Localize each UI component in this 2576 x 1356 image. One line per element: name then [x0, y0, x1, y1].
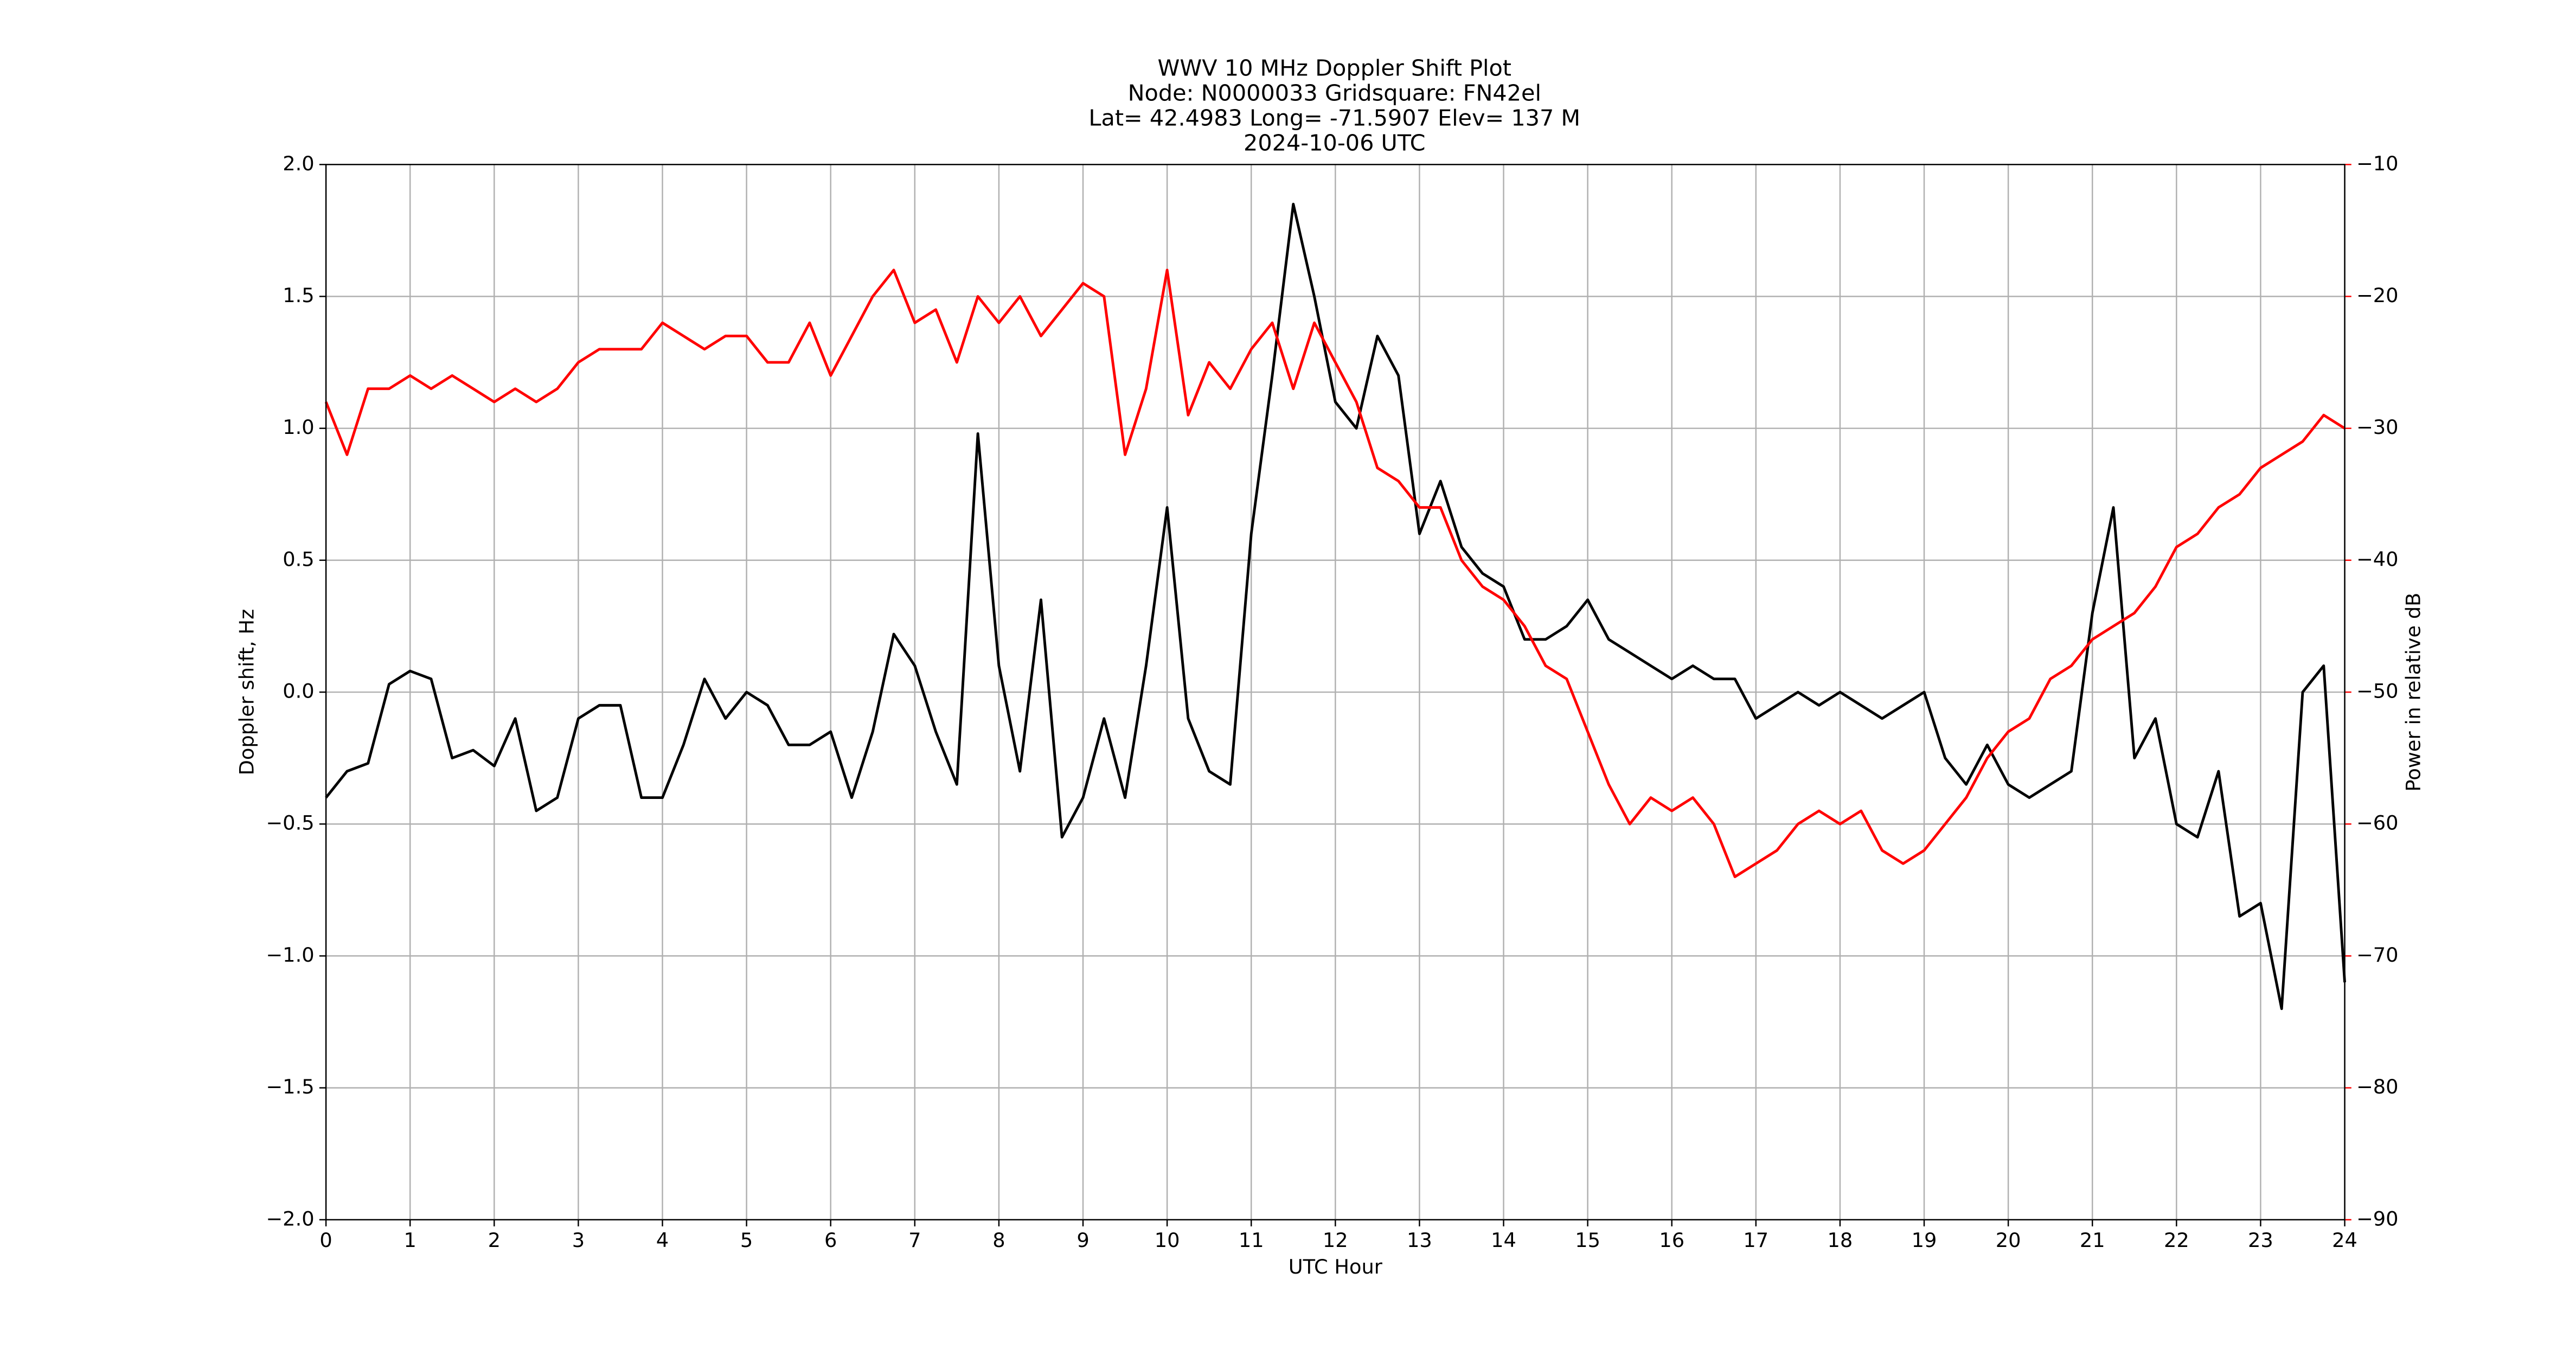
chart-title: WWV 10 MHz Doppler Shift Plot: [1158, 55, 1512, 81]
x-tick-label: 18: [1828, 1229, 1853, 1252]
chart-title: Lat= 42.4983 Long= -71.5907 Elev= 137 M: [1088, 105, 1580, 131]
y2-tick-label: −70: [2356, 943, 2399, 967]
x-tick-label: 13: [1407, 1229, 1432, 1252]
y-axis-label: Doppler shift, Hz: [235, 609, 259, 776]
y-tick-label: 2.0: [283, 152, 314, 175]
x-tick-label: 22: [2164, 1229, 2189, 1252]
x-tick-label: 23: [2248, 1229, 2273, 1252]
y2-tick-label: −80: [2356, 1075, 2399, 1098]
y-tick-label: 1.0: [283, 415, 314, 439]
x-tick-label: 2: [488, 1229, 501, 1252]
y-tick-label: −2.0: [266, 1207, 314, 1230]
y-tick-label: 1.5: [283, 284, 314, 307]
x-tick-label: 4: [656, 1229, 669, 1252]
x-tick-label: 11: [1239, 1229, 1264, 1252]
x-tick-label: 7: [908, 1229, 921, 1252]
y-tick-label: −1.5: [266, 1075, 314, 1098]
y-tick-label: 0.5: [283, 547, 314, 571]
plot-frame: [325, 164, 2346, 1220]
x-tick-label: 1: [404, 1229, 416, 1252]
x-tick-label: 10: [1155, 1229, 1180, 1252]
x-tick-label: 8: [992, 1229, 1005, 1252]
y2-tick-label: −60: [2356, 811, 2399, 835]
x-tick-label: 17: [1743, 1229, 1768, 1252]
chart-title: 2024-10-06 UTC: [1244, 130, 1426, 156]
x-tick-label: 12: [1323, 1229, 1348, 1252]
y-tick-label: −0.5: [266, 811, 314, 835]
x-tick-label: 15: [1575, 1229, 1600, 1252]
x-tick-label: 20: [1996, 1229, 2021, 1252]
y2-tick-label: −10: [2356, 152, 2399, 175]
y2-tick-label: −30: [2356, 415, 2399, 439]
y-tick-label: −1.0: [266, 943, 314, 967]
x-tick-label: 24: [2332, 1229, 2357, 1252]
x-tick-label: 6: [824, 1229, 837, 1252]
y2-tick-label: −20: [2356, 284, 2399, 307]
x-tick-label: 9: [1076, 1229, 1089, 1252]
x-tick-label: 3: [572, 1229, 585, 1252]
series-line: [324, 268, 2346, 878]
y2-tick-label: −40: [2356, 547, 2399, 571]
chart-title: Node: N0000033 Gridsquare: FN42el: [1128, 80, 1541, 106]
x-axis-label: UTC Hour: [1289, 1255, 1383, 1278]
x-tick-label: 21: [2080, 1229, 2105, 1252]
x-tick-label: 16: [1659, 1229, 1684, 1252]
y2-tick-label: −50: [2356, 680, 2399, 703]
x-tick-label: 5: [740, 1229, 753, 1252]
x-tick-label: 0: [319, 1229, 332, 1252]
y2-axis-label: Power in relative dB: [2402, 593, 2425, 792]
y2-tick-label: −90: [2356, 1207, 2399, 1230]
x-tick-label: 19: [1912, 1229, 1937, 1252]
y-tick-label: 0.0: [283, 680, 314, 703]
x-tick-label: 14: [1491, 1229, 1516, 1252]
series-line: [325, 202, 2346, 1010]
